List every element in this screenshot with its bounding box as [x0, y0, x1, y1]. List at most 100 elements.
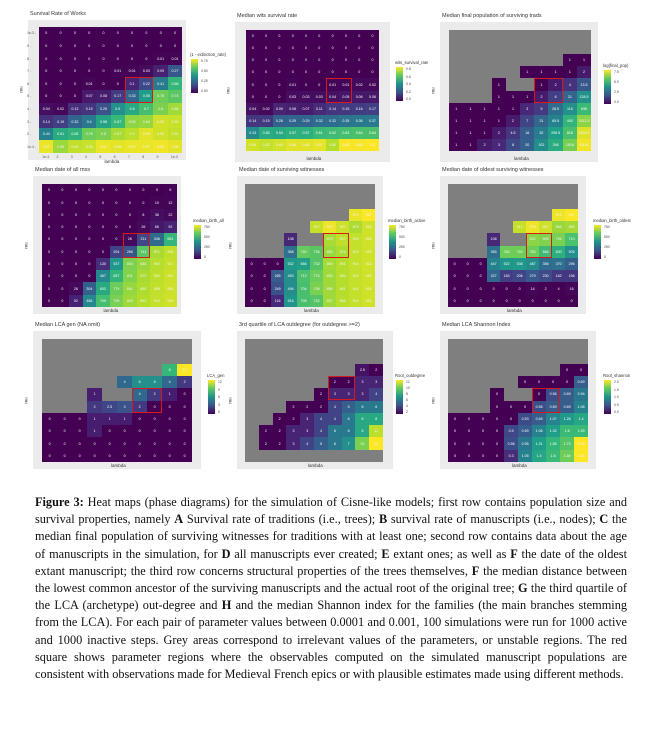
heatmap-cell: 1.06	[574, 400, 589, 414]
heatmap-cell: 0	[72, 425, 88, 438]
heatmap-cell-na	[327, 363, 342, 377]
heatmap-cell: 0	[246, 66, 260, 79]
heatmap-cell-na	[448, 220, 462, 234]
heatmap-cell: 0	[42, 437, 58, 450]
heatmap-cell: 0	[504, 400, 519, 414]
heatmap-cell: 853	[123, 294, 137, 308]
heatmap-cell: 0	[352, 66, 366, 79]
heatmap-cell-na	[369, 449, 384, 463]
heatmap-cell-na	[147, 339, 163, 352]
heatmap-cell-na	[518, 351, 533, 364]
heatmap-cell: 211	[136, 233, 151, 246]
x-axis-label: lambda	[306, 156, 322, 161]
caption-text: the third quartile of the LCA (archetype…	[35, 581, 627, 613]
heatmap-panel-f: Median date of oldest surviving witnesse…	[430, 160, 645, 320]
heatmap-cell: 0	[448, 270, 462, 283]
heatmap-cell: 0.63	[339, 126, 353, 140]
heatmap-cell: 1	[562, 66, 578, 79]
heatmap-cell: 4	[327, 400, 342, 414]
y-tick-label: 4 -	[27, 106, 32, 111]
heatmap-cell: 537	[109, 257, 124, 271]
heatmap-cell: 0.05	[339, 90, 353, 103]
heatmap-cell: 1	[520, 90, 535, 103]
y-axis-label: mu	[430, 86, 436, 94]
heatmap-cell: 0.87	[312, 138, 327, 152]
heatmap-cell: 3	[355, 388, 370, 401]
heatmap-cell: 13.5	[576, 78, 592, 91]
heatmap-cell: 914	[150, 294, 164, 308]
heatmap-cell: 0.1	[124, 77, 140, 91]
x-tick-label: 4	[85, 155, 87, 159]
heatmap-cell: 796	[552, 233, 566, 246]
heatmap-cell: 183	[500, 270, 514, 283]
heatmap-cell: 892	[150, 257, 164, 271]
heatmap-cell-na	[491, 42, 507, 55]
legend-title: LCA_gen	[207, 373, 225, 378]
x-axis-label: lambda	[507, 308, 522, 313]
heatmap-cell-na	[42, 363, 58, 377]
heatmap-cell: 2	[505, 114, 521, 128]
heatmap-cell: 304	[82, 282, 97, 295]
heatmap-cell: 1.31	[532, 437, 547, 450]
heatmap-cell: 0.22	[139, 77, 154, 91]
heatmap-cell-na	[327, 339, 342, 352]
heatmap-cell: 0.80	[325, 138, 340, 152]
heatmap-cell-na	[500, 233, 514, 246]
heatmap-cell: 924	[163, 270, 178, 283]
heatmap-cell: 0	[299, 30, 313, 43]
heatmap-cell: 0.82	[259, 138, 273, 152]
heatmap-cell: 760	[297, 245, 311, 259]
heatmap-cell: 0.08	[285, 102, 300, 115]
heatmap-cell: 1.07	[546, 412, 561, 426]
heatmap-cell: 0	[560, 375, 575, 389]
heatmap-cell-na	[42, 400, 58, 414]
heatmap-cell: 0.15	[259, 114, 273, 128]
legend-tick-label: 500	[399, 235, 405, 239]
heatmap-cell: 2	[548, 78, 563, 91]
heatmap-cell: 876	[349, 220, 363, 234]
heatmap-cell: 816	[562, 126, 578, 140]
heatmap-cell-na	[487, 208, 501, 222]
heatmap-cell: 0	[272, 78, 287, 91]
heatmap-cell-na	[548, 42, 563, 55]
heatmap-cell-na	[72, 400, 88, 414]
heatmap-cell-na	[117, 351, 133, 364]
heatmap-cell: 0.65	[67, 127, 83, 141]
heatmap-cell: 0	[546, 375, 561, 389]
heatmap-cell: 0	[462, 425, 477, 438]
caption-panel-ref: H	[221, 598, 232, 613]
heatmap-cell: 102	[534, 138, 549, 152]
heatmap-cell: 0	[285, 42, 300, 55]
heatmap-cell-na	[462, 388, 477, 401]
heatmap-cell: 0	[448, 257, 462, 271]
heatmap-cell: 0	[96, 220, 110, 234]
heatmap-cell: 0	[39, 90, 54, 103]
heatmap-cell: 906	[163, 245, 178, 259]
heatmap-cell-na	[526, 208, 540, 222]
heatmap-cell: 0	[167, 39, 183, 53]
heatmap-cell: 732	[310, 294, 324, 308]
heatmap-cell: 0	[532, 375, 547, 389]
heatmap-cell-na	[272, 363, 287, 377]
x-axis-label: lambda	[304, 308, 319, 313]
heatmap-cell: 0.41	[153, 77, 168, 91]
heatmap-cell: 0.96	[139, 127, 154, 141]
heatmap-grid: 1 1 1 1 1 1 2 1 1 2 4 13.5 1 1 1 2 6 21 128.5 1 1 1 1 1 3 5 28.5 11…	[449, 30, 592, 152]
heatmap-cell-na	[42, 351, 58, 364]
heatmap-cell: 912	[349, 233, 363, 246]
heatmap-cell: 6	[327, 425, 342, 438]
heatmap-cell: 0.5	[110, 102, 126, 116]
heatmap-cell: 914	[349, 294, 363, 308]
heatmap-cell-na	[463, 30, 478, 43]
heatmap-cell: 0	[57, 449, 73, 463]
heatmap-cell: 0	[245, 257, 259, 271]
panel-title: 3rd quartile of LCA outdegree (for outde…	[239, 322, 360, 328]
y-axis-label: mu	[23, 396, 29, 404]
heatmap-cell: 890	[336, 270, 350, 283]
heatmap-cell: 0.43	[246, 126, 260, 140]
heatmap-cell: 0	[82, 233, 97, 246]
heatmap-cell: 0	[539, 294, 553, 308]
heatmap-cell: 208.5	[548, 126, 563, 140]
heatmap-cell: 0.27	[167, 64, 183, 78]
